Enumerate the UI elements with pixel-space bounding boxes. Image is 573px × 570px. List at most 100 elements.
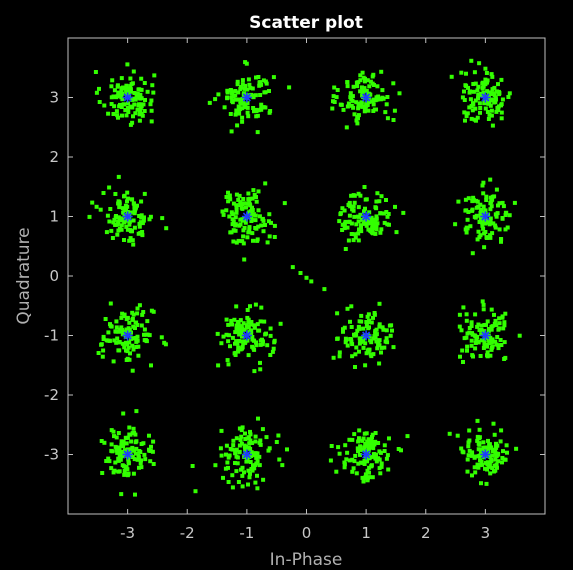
data-point <box>379 69 384 74</box>
data-point <box>362 79 367 84</box>
data-point <box>357 428 362 433</box>
data-point <box>128 236 133 241</box>
data-point <box>236 349 240 354</box>
data-point <box>495 335 500 339</box>
data-point <box>264 81 269 86</box>
data-point <box>502 320 507 325</box>
data-point <box>491 421 496 426</box>
data-point <box>469 58 474 63</box>
data-point <box>135 203 139 208</box>
data-point <box>90 200 95 205</box>
data-point <box>358 447 363 452</box>
data-point <box>465 217 470 222</box>
data-point <box>495 105 500 110</box>
data-point <box>115 450 120 455</box>
data-point <box>384 102 389 107</box>
data-point <box>124 224 129 229</box>
data-point <box>103 317 108 321</box>
data-point <box>109 102 114 106</box>
data-point <box>355 84 360 89</box>
data-point <box>476 92 481 97</box>
data-point <box>120 91 125 96</box>
data-point <box>239 205 244 210</box>
data-point <box>133 111 138 116</box>
data-point <box>474 198 479 203</box>
data-point <box>372 83 376 87</box>
data-point <box>479 481 483 486</box>
data-point <box>497 92 502 97</box>
data-point <box>226 455 231 460</box>
data-point <box>488 216 493 221</box>
data-point <box>257 328 262 333</box>
data-point <box>136 103 141 108</box>
data-point <box>137 118 142 123</box>
data-point <box>374 223 379 228</box>
data-point <box>496 203 500 208</box>
data-point <box>459 328 464 333</box>
data-point <box>238 326 243 331</box>
data-point <box>481 180 486 185</box>
data-point <box>494 187 499 192</box>
data-point <box>231 219 236 224</box>
data-point <box>134 446 139 451</box>
data-point <box>230 485 235 490</box>
data-point <box>352 432 357 437</box>
data-point <box>140 233 145 238</box>
data-point <box>127 238 132 243</box>
data-point <box>330 106 335 111</box>
data-point <box>354 471 359 476</box>
data-point <box>352 232 357 237</box>
data-point <box>238 200 243 205</box>
data-point <box>130 229 134 234</box>
data-point <box>138 461 143 466</box>
data-point <box>465 469 470 474</box>
data-point <box>133 440 138 445</box>
data-point <box>490 453 495 458</box>
data-point <box>246 77 251 82</box>
data-point <box>237 97 241 102</box>
data-point <box>262 319 267 324</box>
data-point <box>131 69 136 74</box>
data-point <box>380 325 385 330</box>
data-point <box>148 459 153 464</box>
data-point <box>394 230 399 235</box>
data-point <box>234 203 239 208</box>
data-point <box>234 454 239 459</box>
data-point <box>373 431 378 435</box>
data-point <box>272 340 277 345</box>
data-point <box>375 84 380 89</box>
data-point <box>228 344 232 349</box>
data-point <box>374 327 379 332</box>
data-point <box>462 89 466 94</box>
data-point <box>356 324 361 329</box>
data-point <box>240 115 245 120</box>
data-point <box>263 79 268 84</box>
data-point <box>483 466 487 471</box>
data-point <box>472 117 477 122</box>
data-point <box>122 220 127 225</box>
data-point <box>366 108 371 113</box>
data-point <box>256 75 261 79</box>
data-point <box>466 440 471 445</box>
data-point <box>133 336 138 340</box>
data-point <box>126 196 130 201</box>
data-point <box>263 90 268 95</box>
data-point <box>147 333 152 338</box>
data-point <box>494 445 499 450</box>
data-point <box>126 110 131 114</box>
data-point <box>489 324 494 329</box>
data-point <box>124 436 129 440</box>
data-point <box>460 348 465 353</box>
data-point <box>488 207 493 212</box>
data-point <box>112 338 117 343</box>
data-point <box>494 454 499 459</box>
data-point <box>342 221 347 226</box>
data-point <box>485 220 490 225</box>
data-point <box>374 227 379 232</box>
data-point <box>113 460 118 465</box>
data-point <box>108 207 113 211</box>
data-point <box>479 323 484 328</box>
data-point <box>359 319 364 324</box>
data-point <box>491 221 496 226</box>
data-point <box>231 438 236 443</box>
